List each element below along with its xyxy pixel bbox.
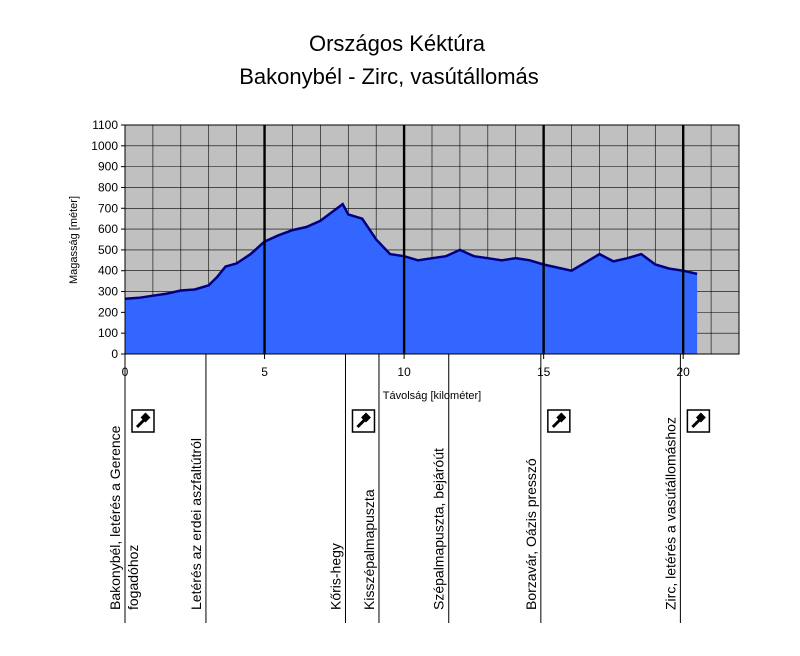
y-tick-label: 800 <box>98 180 118 194</box>
waypoint-label: Kőris-hegy <box>327 543 343 610</box>
waypoint-label: Kisszépalmapuszta <box>361 489 377 610</box>
waypoint-label: Szépalmapuszta, bejáróút <box>431 448 447 610</box>
elevation-area <box>125 204 698 354</box>
y-tick-label: 200 <box>98 305 118 319</box>
plot-border <box>124 124 740 355</box>
stamp-icon <box>351 409 376 433</box>
y-tick-label: 1100 <box>92 118 118 132</box>
waypoint-label: Bakonybél, letérés a Gerence <box>107 425 123 610</box>
y-tick-label: 600 <box>98 222 118 236</box>
bold-km-lines <box>263 125 685 354</box>
waypoint: Kisszépalmapuszta <box>361 354 380 623</box>
y-tick-label: 900 <box>98 160 118 174</box>
x-tick-label: 20 <box>677 365 691 379</box>
y-tick-label: 400 <box>98 264 118 278</box>
waypoint: Kőris-hegy <box>327 354 376 623</box>
y-tick-label: 0 <box>111 347 118 361</box>
stamp-icon <box>547 409 571 433</box>
y-tick-label: 100 <box>98 326 118 340</box>
x-axis-label: Távolság [kilométer] <box>383 390 481 402</box>
x-tick-label: 5 <box>261 365 268 379</box>
elevation-line <box>124 202 698 301</box>
waypoint-label: Zirc, letérés a vasútállomáshoz <box>662 417 678 610</box>
waypoint: Zirc, letérés a vasútállomáshoz <box>662 354 711 623</box>
y-tick-label: 300 <box>98 285 118 299</box>
x-tick-label: 10 <box>397 365 411 379</box>
waypoints: Bakonybél, letérés a Gerence fogadóhoz Let… <box>107 354 711 623</box>
plot-area <box>124 124 740 355</box>
x-tick-label: 15 <box>537 365 551 379</box>
y-tick-label: 1000 <box>91 139 118 153</box>
stamp-icon <box>686 409 711 433</box>
y-tick-label: 700 <box>98 201 118 215</box>
waypoint: Letérés az erdei aszfaltútról <box>188 354 207 623</box>
chart-subtitle: Bakonybél - Zirc, vasútállomás <box>239 64 539 89</box>
waypoint: Borzavár, Oázis presszó <box>523 354 571 623</box>
waypoint-label-2: fogadóhoz <box>125 545 141 610</box>
waypoint: Bakonybél, letérés a Gerence fogadóhoz <box>107 354 155 623</box>
stamp-icon <box>131 409 155 433</box>
waypoint-label: Borzavár, Oázis presszó <box>523 458 539 610</box>
waypoint-label: Letérés az erdei aszfaltútról <box>188 438 204 610</box>
y-axis-ticks: 0 100 200 300 400 500 600 700 800 900 1000 1100 <box>91 118 125 361</box>
waypoint: Szépalmapuszta, bejáróút <box>431 354 450 623</box>
y-tick-label: 500 <box>98 243 118 257</box>
chart-title: Országos Kéktúra <box>309 31 486 56</box>
y-axis-label: Magasság [méter] <box>68 196 80 284</box>
